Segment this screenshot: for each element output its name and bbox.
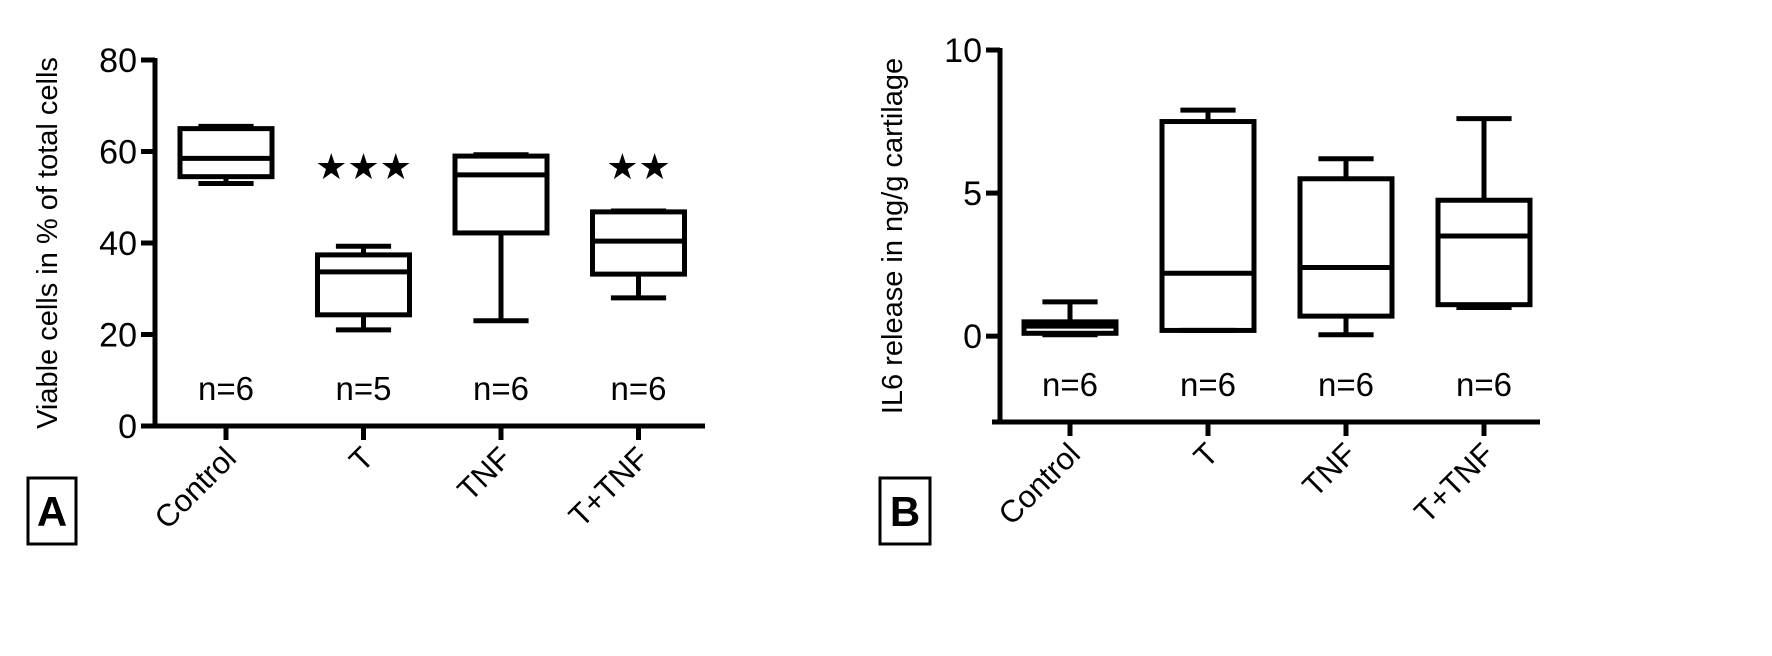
n-label: n=6 bbox=[1180, 366, 1236, 403]
n-label: n=6 bbox=[1456, 366, 1512, 403]
x-tick-label: TNF bbox=[1296, 436, 1363, 503]
panel-label-box bbox=[878, 476, 932, 546]
box-plot bbox=[590, 208, 687, 301]
x-tick-label: TNF bbox=[451, 440, 518, 507]
box bbox=[315, 252, 412, 318]
significance-marker: ★★★ bbox=[315, 146, 412, 187]
box-plot bbox=[1159, 107, 1257, 333]
significance-marker: ★★ bbox=[606, 146, 671, 187]
box-plot bbox=[177, 123, 275, 187]
n-label: n=6 bbox=[1042, 366, 1098, 403]
y-axis-title: IL6 release in ng/g cartilage bbox=[877, 58, 909, 414]
box bbox=[1297, 176, 1395, 319]
y-tick-label: 10 bbox=[944, 32, 982, 70]
panel-label-box bbox=[26, 476, 78, 546]
box-plot bbox=[1021, 299, 1119, 338]
n-label: n=6 bbox=[473, 370, 529, 407]
box bbox=[1159, 119, 1257, 333]
y-tick-label: 80 bbox=[99, 42, 137, 80]
box-plot bbox=[452, 152, 550, 324]
n-label: n=5 bbox=[336, 370, 392, 407]
n-label: n=6 bbox=[611, 370, 667, 407]
y-tick-label: 0 bbox=[963, 318, 982, 356]
box bbox=[1435, 197, 1533, 308]
x-tick-label: T+TNF bbox=[1407, 436, 1501, 530]
box-plot bbox=[315, 243, 412, 333]
panel-label: B bbox=[890, 488, 920, 535]
y-tick-label: 60 bbox=[99, 134, 137, 172]
y-tick-label: 20 bbox=[99, 317, 137, 355]
box-plot bbox=[1297, 156, 1395, 338]
x-tick-label: T bbox=[1187, 436, 1225, 474]
y-axis-title: Viable cells in % of total cells bbox=[32, 57, 64, 429]
n-label: n=6 bbox=[1318, 366, 1374, 403]
x-tick-label: Control bbox=[148, 440, 243, 535]
y-tick-label: 0 bbox=[118, 408, 137, 446]
box bbox=[452, 153, 550, 236]
box bbox=[177, 126, 275, 180]
box-plot bbox=[1435, 116, 1533, 311]
x-tick-label: Control bbox=[992, 436, 1087, 531]
y-tick-label: 40 bbox=[99, 225, 137, 263]
x-tick-label: T+TNF bbox=[562, 440, 656, 534]
n-label: n=6 bbox=[198, 370, 254, 407]
panel-label: A bbox=[37, 488, 67, 535]
x-tick-label: T bbox=[342, 440, 380, 478]
y-tick-label: 5 bbox=[963, 175, 982, 213]
